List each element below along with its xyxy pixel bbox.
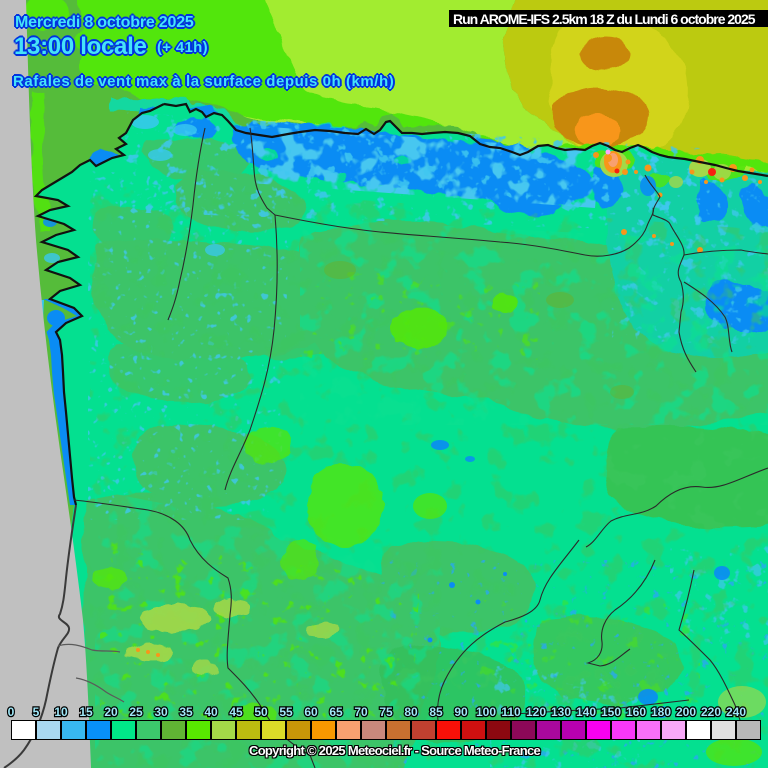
svg-text:110: 110 xyxy=(501,705,521,719)
svg-text:65: 65 xyxy=(329,705,343,719)
svg-text:240: 240 xyxy=(726,705,746,719)
svg-text:55: 55 xyxy=(279,705,293,719)
svg-text:130: 130 xyxy=(551,705,571,719)
svg-text:80: 80 xyxy=(404,705,418,719)
svg-text:5: 5 xyxy=(33,705,40,719)
svg-text:120: 120 xyxy=(526,705,546,719)
svg-text:25: 25 xyxy=(129,705,143,719)
svg-text:35: 35 xyxy=(179,705,193,719)
svg-text:0: 0 xyxy=(8,705,15,719)
svg-text:40: 40 xyxy=(204,705,218,719)
svg-text:100: 100 xyxy=(476,705,496,719)
svg-text:15: 15 xyxy=(79,705,93,719)
svg-text:220: 220 xyxy=(701,705,721,719)
svg-text:85: 85 xyxy=(429,705,443,719)
svg-text:90: 90 xyxy=(454,705,468,719)
svg-text:10: 10 xyxy=(54,705,68,719)
svg-text:70: 70 xyxy=(354,705,368,719)
svg-text:60: 60 xyxy=(304,705,318,719)
svg-text:140: 140 xyxy=(576,705,596,719)
svg-text:200: 200 xyxy=(676,705,696,719)
svg-text:180: 180 xyxy=(651,705,671,719)
svg-text:150: 150 xyxy=(601,705,621,719)
svg-text:160: 160 xyxy=(626,705,646,719)
svg-text:50: 50 xyxy=(254,705,268,719)
svg-text:75: 75 xyxy=(379,705,393,719)
svg-text:30: 30 xyxy=(154,705,168,719)
svg-text:45: 45 xyxy=(229,705,243,719)
svg-text:20: 20 xyxy=(104,705,118,719)
